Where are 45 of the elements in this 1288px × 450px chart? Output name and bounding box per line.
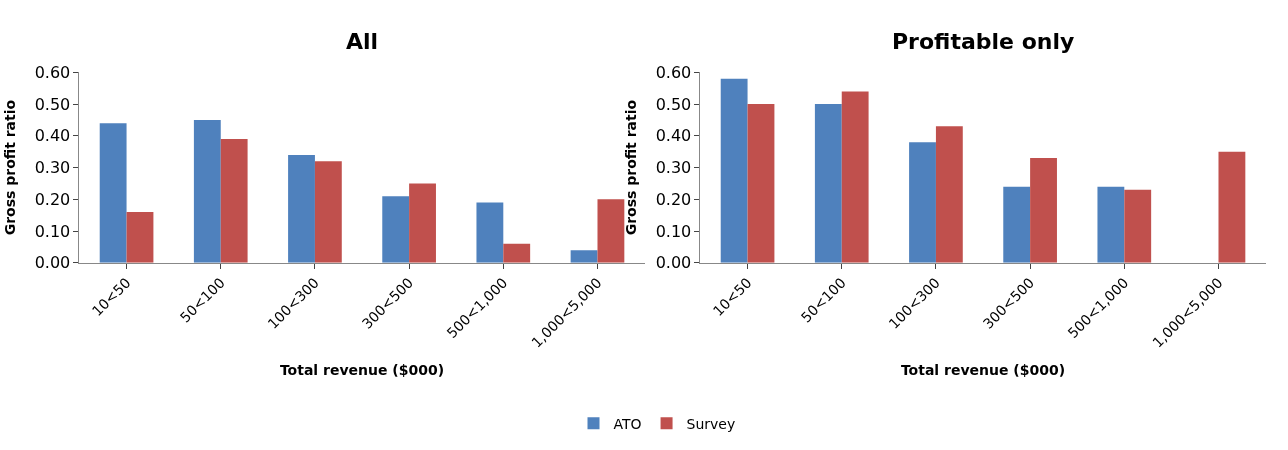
y-tick-label: 0.00	[655, 253, 692, 273]
bar	[935, 126, 963, 263]
x-axis-title: Total revenue ($000)	[279, 361, 445, 378]
bar	[382, 196, 410, 263]
bar	[476, 202, 504, 263]
chart-title: Profitable only	[892, 29, 1075, 54]
bar	[314, 161, 342, 263]
bar	[841, 91, 869, 263]
y-tick-label: 0.30	[34, 158, 71, 178]
bar	[1003, 186, 1031, 263]
bar	[909, 142, 936, 263]
y-tick-label: 0.40	[34, 126, 71, 146]
y-tick-label: 0.60	[34, 62, 71, 82]
bar	[126, 212, 154, 263]
bar	[288, 154, 315, 263]
y-tick-label: 0.40	[655, 126, 692, 146]
y-tick-label: 0.10	[655, 221, 692, 241]
bar	[570, 250, 598, 263]
bar	[1030, 158, 1057, 263]
y-axis-title: Gross profit ratio	[623, 99, 640, 236]
y-tick-label: 0.00	[34, 253, 71, 273]
y-tick-label: 0.60	[655, 62, 692, 82]
bar	[1218, 151, 1246, 263]
y-tick-label: 0.20	[655, 189, 692, 209]
y-tick-label: 0.10	[34, 221, 71, 241]
bar	[1124, 189, 1152, 263]
bar	[747, 104, 775, 263]
y-tick-label: 0.20	[34, 189, 71, 209]
legend-label: Survey	[686, 415, 736, 432]
bar	[814, 104, 842, 263]
bar	[220, 139, 248, 263]
legend-label: ATO	[613, 415, 642, 432]
y-tick-label: 0.50	[655, 94, 692, 114]
bar	[193, 119, 221, 263]
bar	[99, 123, 127, 263]
chart-title: All	[346, 29, 379, 54]
bar	[597, 199, 625, 263]
bar	[1097, 186, 1125, 263]
x-axis-title: Total revenue ($000)	[900, 361, 1066, 378]
y-tick-label: 0.50	[34, 94, 71, 114]
y-axis-title: Gross profit ratio	[2, 99, 19, 236]
bar	[720, 78, 748, 263]
bar	[503, 243, 531, 263]
bar	[409, 183, 436, 263]
y-tick-label: 0.30	[655, 158, 692, 178]
